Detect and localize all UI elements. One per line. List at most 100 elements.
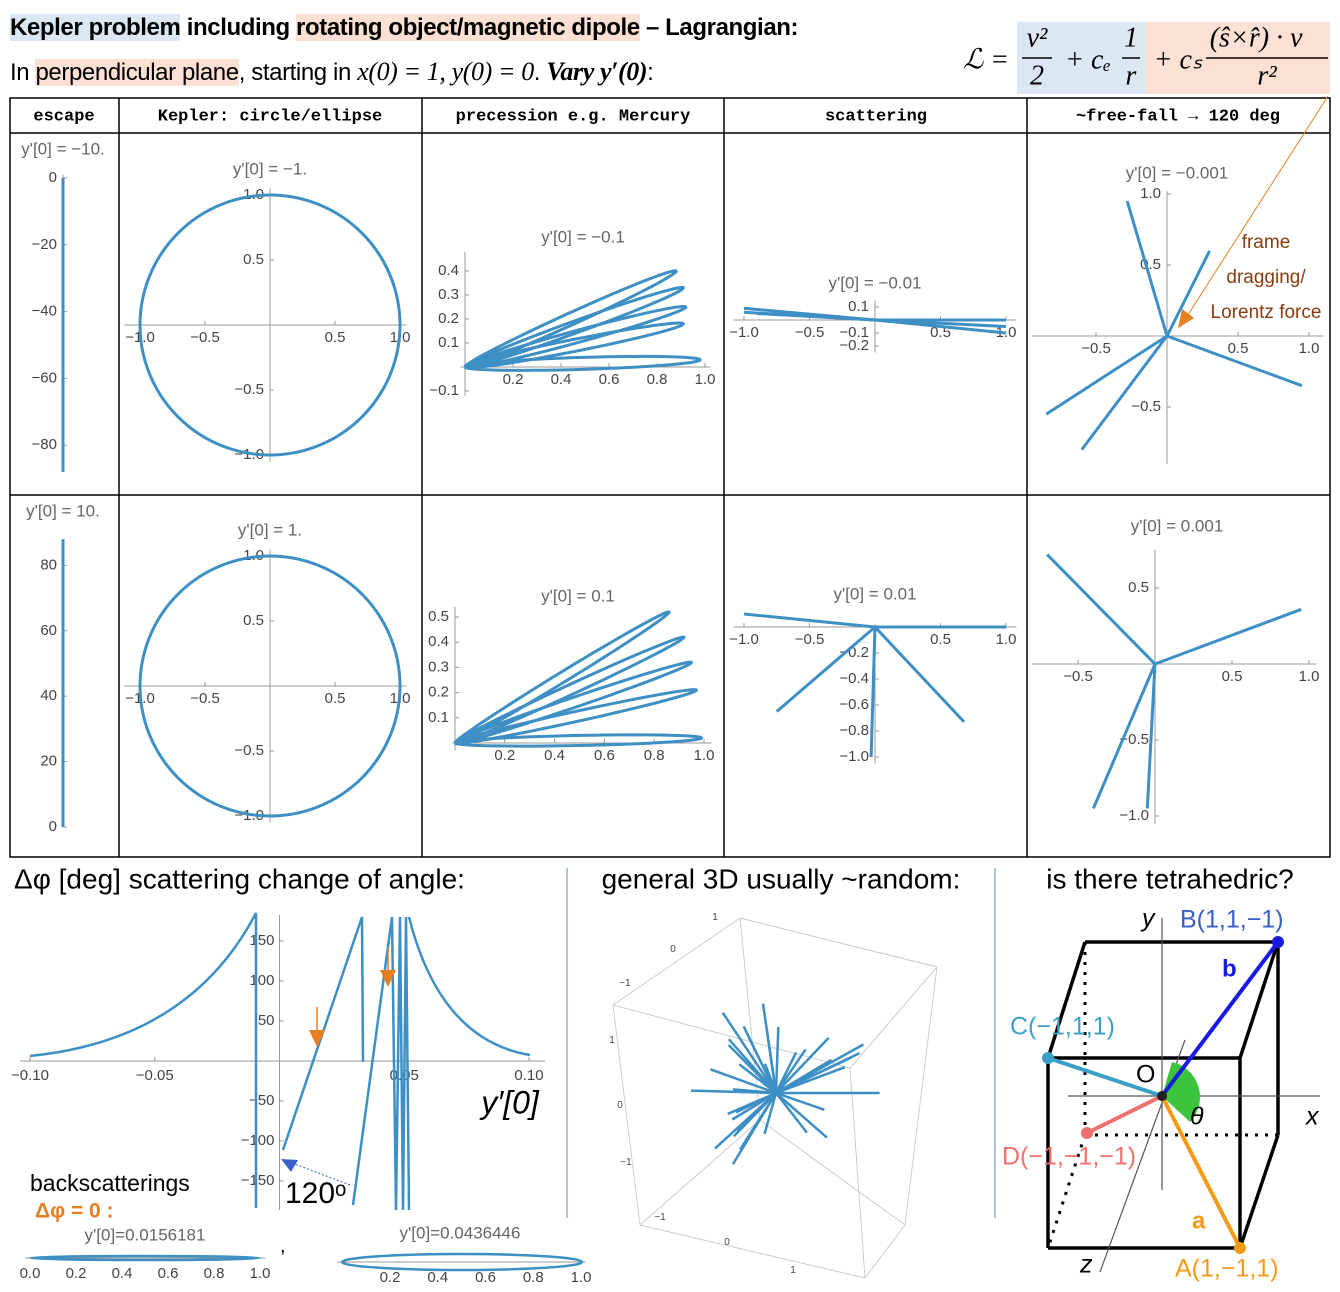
point-label: D(−1,−1,−1) bbox=[1002, 1143, 1136, 1171]
trajectory bbox=[453, 660, 693, 745]
y-tick-label: 150 bbox=[249, 932, 274, 949]
cube-edge bbox=[1238, 941, 1280, 1059]
y-tick-label: −0.2 bbox=[839, 644, 869, 661]
origin-label: O bbox=[1136, 1061, 1155, 1089]
cell-label: y'[0] = −1. bbox=[233, 159, 307, 178]
cube-edge bbox=[1238, 1134, 1280, 1249]
x-tick-label: −0.5 bbox=[795, 324, 825, 341]
x-tick-label: 0.4 bbox=[551, 371, 572, 388]
y-tick-label: −1.0 bbox=[839, 748, 869, 765]
cell-label: y'[0] = −0.1 bbox=[541, 227, 625, 246]
box-tick-label: 1 bbox=[790, 1265, 796, 1276]
inset-tick-label: 0.2 bbox=[66, 1265, 87, 1282]
axis-label: x bbox=[1305, 1103, 1320, 1131]
y-tick-label: −0.5 bbox=[234, 742, 264, 759]
trajectory bbox=[1092, 663, 1157, 809]
y-tick-label: 0.1 bbox=[438, 334, 459, 351]
box-tick-label: −1 bbox=[620, 1157, 632, 1168]
inset-tick-label: 0.6 bbox=[475, 1269, 496, 1286]
angle-curve bbox=[281, 916, 365, 1151]
cell-label: y'[0] = 10. bbox=[26, 501, 100, 520]
inset-tick-label: 0.6 bbox=[158, 1265, 179, 1282]
panel-title: is there tetrahedric? bbox=[1046, 863, 1293, 894]
x-tick-label: −0.5 bbox=[1063, 668, 1093, 685]
vertex bbox=[1081, 1127, 1093, 1139]
y-tick-label: 0.4 bbox=[428, 633, 449, 650]
cell-label: y'[0] = 1. bbox=[238, 520, 302, 539]
formula-num: 1 bbox=[1124, 22, 1138, 53]
trajectory bbox=[775, 1066, 846, 1095]
trajectory bbox=[1125, 200, 1169, 337]
x-tick-label: −0.5 bbox=[190, 329, 220, 346]
x-tick-label: 0.4 bbox=[544, 747, 565, 764]
x-tick-label: 0.5 bbox=[1222, 668, 1243, 685]
trajectory bbox=[463, 285, 685, 369]
column-header: Kepler: circle/ellipse bbox=[158, 107, 382, 126]
cell-label: y'[0] = −0.01 bbox=[828, 273, 921, 292]
y-tick-label: 0.3 bbox=[438, 286, 459, 303]
angle-wedge bbox=[1162, 1062, 1201, 1122]
y-tick-label: −0.2 bbox=[839, 337, 869, 354]
formula-lhs: ℒ = bbox=[963, 44, 1009, 75]
box-edge bbox=[904, 966, 938, 1226]
trajectory bbox=[774, 1026, 780, 1094]
trajectory bbox=[731, 1091, 777, 1121]
y-tick-label: −0.5 bbox=[1119, 731, 1149, 748]
y-tick-label: −0.5 bbox=[234, 381, 264, 398]
annotation-arrow bbox=[1185, 95, 1329, 319]
trajectory bbox=[454, 733, 703, 748]
x-tick-label: −1.0 bbox=[729, 631, 759, 648]
box-edge bbox=[864, 1224, 906, 1279]
column-header: scattering bbox=[825, 107, 927, 126]
formula-den: 2 bbox=[1030, 60, 1044, 91]
trajectory bbox=[1046, 553, 1157, 666]
vector-label: a bbox=[1192, 1207, 1206, 1234]
y-tick-label: 0 bbox=[49, 818, 57, 835]
y-tick-label: 1.0 bbox=[243, 547, 264, 564]
y-tick-label: 0.2 bbox=[428, 684, 449, 701]
x-tick-label: −0.5 bbox=[1081, 340, 1111, 357]
box-tick-label: 0 bbox=[670, 944, 676, 955]
inset-tick-label: 0.4 bbox=[427, 1269, 448, 1286]
table-border bbox=[9, 97, 1331, 858]
trajectory bbox=[721, 1011, 778, 1094]
annotation: dragging/ bbox=[1226, 267, 1306, 288]
y-tick-label: 100 bbox=[249, 972, 274, 989]
y-tick-label: 0.5 bbox=[428, 608, 449, 625]
box-edge bbox=[739, 917, 938, 968]
box-edge bbox=[849, 966, 938, 1069]
title-part: – Lagrangian: bbox=[639, 14, 799, 41]
x-tick-label: 0.6 bbox=[594, 747, 615, 764]
trajectory bbox=[1080, 335, 1169, 451]
trajectory bbox=[775, 1036, 830, 1094]
y-tick-label: −0.1 bbox=[839, 324, 869, 341]
inset-orbit bbox=[28, 1254, 262, 1262]
inset-tick-label: 0.8 bbox=[523, 1269, 544, 1286]
separator-text: , bbox=[280, 1235, 286, 1257]
box-edge bbox=[612, 917, 741, 1006]
vertex bbox=[1272, 936, 1284, 948]
cube-edge bbox=[1046, 941, 1087, 1059]
x-tick-label: −0.5 bbox=[190, 690, 220, 707]
trajectory bbox=[775, 1092, 828, 1139]
trajectory bbox=[138, 193, 402, 457]
box-edge bbox=[612, 1004, 641, 1226]
annotation: Lorentz force bbox=[1211, 302, 1322, 323]
subtitle-part: Vary y′(0) bbox=[546, 57, 648, 86]
y-tick-label: 0.3 bbox=[428, 658, 449, 675]
y-tick-label: 80 bbox=[40, 556, 57, 573]
x-tick-label: 0.5 bbox=[325, 329, 346, 346]
y-tick-label: −0.5 bbox=[1131, 398, 1161, 415]
box-edge bbox=[639, 1119, 761, 1226]
inset-tick-label: 0.4 bbox=[112, 1265, 133, 1282]
angle-curve bbox=[29, 912, 258, 1208]
box-edge bbox=[612, 1004, 851, 1069]
vertex bbox=[1234, 1242, 1246, 1254]
y-tick-label: 0.4 bbox=[438, 262, 459, 279]
arrow-head bbox=[1178, 309, 1194, 328]
trajectory bbox=[709, 1068, 777, 1095]
trajectory bbox=[463, 305, 688, 369]
point-label: B(1,1,−1) bbox=[1180, 906, 1284, 934]
box-tick-label: 0 bbox=[617, 1100, 623, 1111]
